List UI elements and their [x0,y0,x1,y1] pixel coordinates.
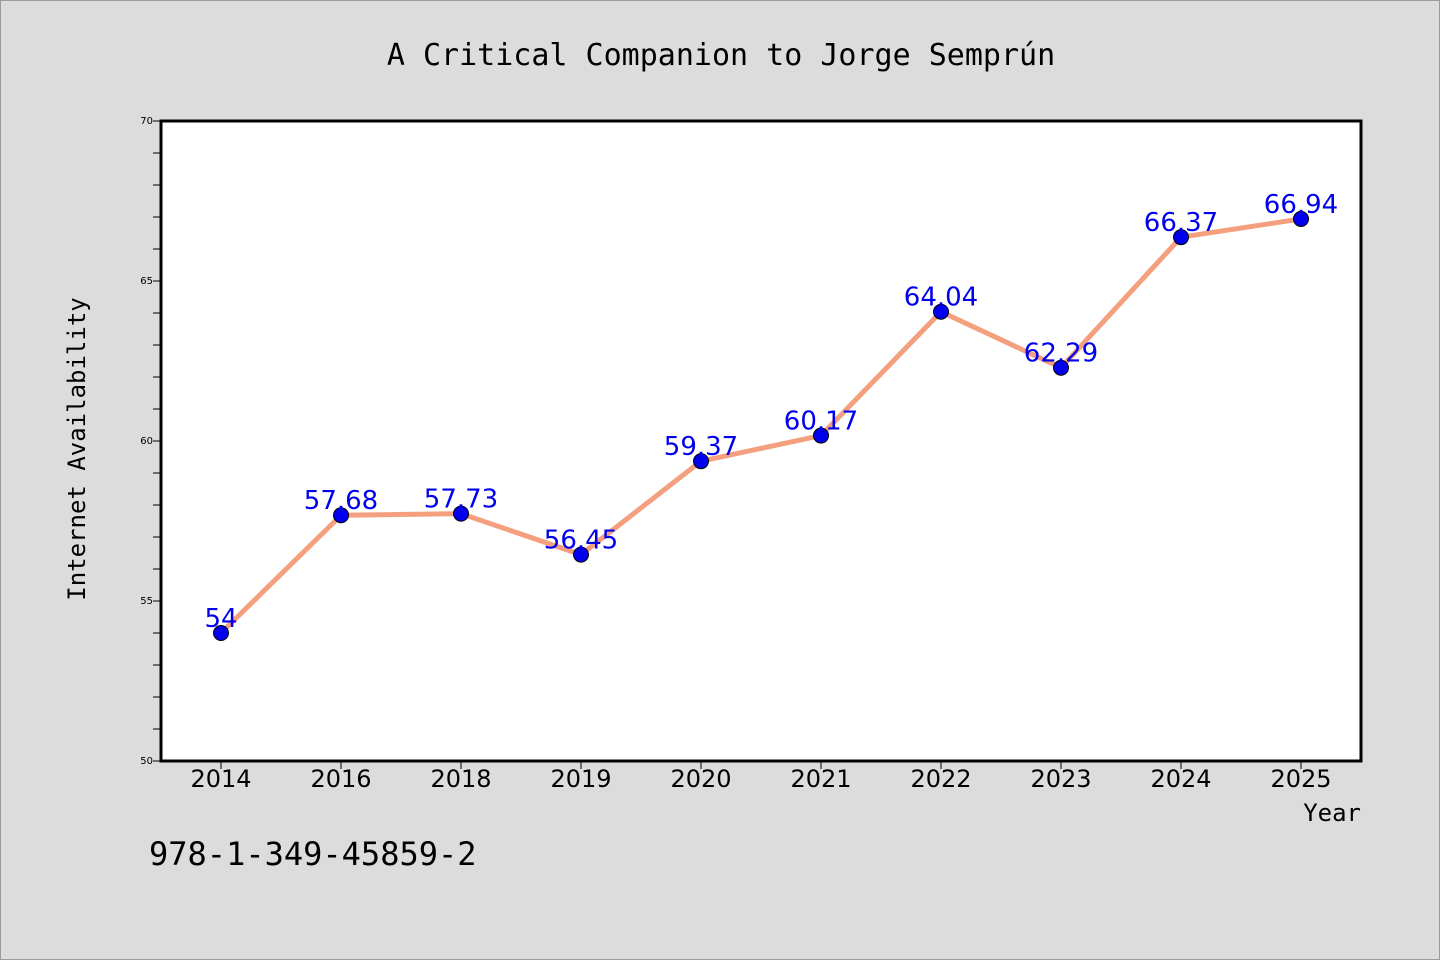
y-tick-label: 65 [140,276,153,287]
data-label: 54 [204,604,237,634]
data-label: 60.17 [784,407,858,437]
x-tick-label: 2016 [310,765,371,793]
x-tick-label: 2018 [430,765,491,793]
y-axis-label: Internet Availability [63,297,91,600]
data-label: 57.73 [424,485,498,515]
isbn-annotation: 978-1-349-45859-2 [149,835,477,873]
plot-area [161,121,1361,761]
x-tick-label: 2019 [550,765,611,793]
x-axis-label: Year [1303,799,1361,827]
x-tick-label: 2020 [670,765,731,793]
x-tick-label: 2024 [1150,765,1211,793]
data-point [573,546,589,563]
x-tick-label: 2021 [790,765,851,793]
y-tick-label: 60 [140,436,153,447]
data-point [213,625,229,641]
data-point [1293,210,1309,227]
data-point [333,507,349,524]
data-label: 59.37 [664,432,738,462]
data-label: 57.68 [304,486,378,516]
data-point [693,453,709,470]
data-label: 66.94 [1264,190,1338,220]
y-tick-label: 55 [140,596,153,607]
data-point [1173,229,1189,246]
data-point [453,505,469,522]
plot-frame [159,119,1363,763]
x-tick-label: 2014 [190,765,251,793]
data-point [933,303,949,320]
y-axis-ticks: 50 55 60 65 70 [140,116,161,767]
x-axis-ticks: 2014 2016 2018 2019 2020 2021 2022 2023 2024 2025 [190,761,1332,793]
data-label: 66.37 [1144,208,1218,238]
data-label: 56.45 [544,526,618,556]
data-label: 64.04 [904,283,978,313]
series-layer: 54 57.68 57.73 56.45 59.37 60.17 64.04 62.29 66.… [204,190,1338,641]
data-label: 62.29 [1024,339,1098,369]
data-point [1053,359,1069,376]
x-tick-label: 2025 [1270,765,1331,793]
y-tick-label: 70 [140,116,153,127]
series-line [218,216,1304,636]
y-tick-label: 50 [140,756,153,767]
data-point [813,427,829,444]
x-tick-label: 2023 [1030,765,1091,793]
x-tick-label: 2022 [910,765,971,793]
chart-title: A Critical Companion to Jorge Semprún [387,38,1055,73]
